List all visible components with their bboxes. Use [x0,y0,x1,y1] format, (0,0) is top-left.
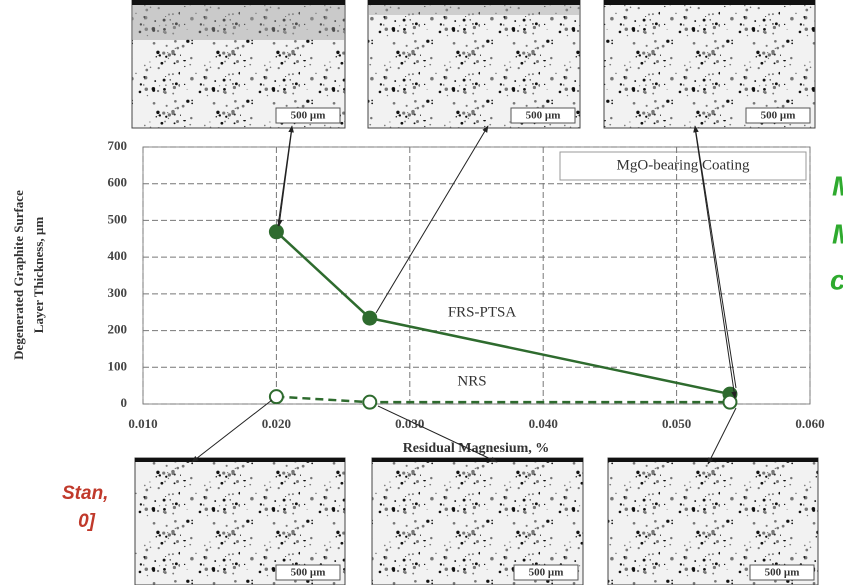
micrograph [131,0,346,129]
scale-label: 500 µm [765,567,800,579]
micrograph-edge [604,0,815,5]
slide-text: Stan, 0] M M c [62,170,843,532]
x-tick-label: 0.050 [662,416,691,431]
x-tick-label: 0.040 [529,416,558,431]
citation: 0] [78,511,96,532]
arrow [375,125,489,314]
y-tick-label: 600 [108,175,128,190]
arrow [694,127,737,399]
y-tick-label: 0 [121,395,128,410]
x-tick-label: 0.030 [395,416,424,431]
data-point [268,389,284,405]
x-tick-label: 0.060 [795,416,824,431]
micrograph [603,0,816,129]
scale-bars: 500 µm 500 µm 500 µm 500 µm 500 µm 500 µ… [275,107,815,581]
arrow [707,407,737,465]
scale-label: 500 µm [291,110,326,122]
y-tick-label: 200 [108,322,128,337]
arrow [693,125,737,389]
plot-area [142,146,811,405]
x-tick-label: 0.010 [128,416,157,431]
y-axis-label: Layer Thickness, µm [31,217,46,334]
scale-box [749,564,815,581]
arrow [191,399,273,463]
scale-label: 500 µm [526,110,561,122]
y-tick-label: 300 [108,285,128,300]
y-tick-label: 400 [108,248,128,263]
micrograph-edge [135,458,345,462]
micrograph-layer [132,0,345,40]
micrograph [607,457,819,585]
annotation: MgO-bearing Coating [617,157,750,173]
y-tick-label: 500 [108,211,128,226]
micrograph-edge [608,458,818,462]
data-point [362,310,378,326]
data-point [268,224,284,240]
micrographs: 500 µm 500 µm 500 µm 500 µm 500 µm 500 µ… [131,0,819,585]
annotation-box [559,151,807,181]
series-label: FRS-PTSA [448,304,517,320]
side-text: M [832,218,843,249]
citation: Stan, [62,483,108,504]
series-label: NRS [457,373,486,389]
side-text: c [830,264,843,295]
arrow [377,405,498,463]
scale-box [745,107,811,124]
scale-label: 500 µm [291,567,326,579]
side-text: M [832,170,843,201]
x-tick-label: 0.020 [262,416,291,431]
micrograph [367,0,581,129]
x-axis-label: Residual Magnesium, % [403,441,550,456]
micrograph-edge [132,0,345,5]
scale-box [275,107,341,124]
scale-box [275,564,341,581]
chart: MgO-bearing Coating Residual Magnesium, … [11,138,825,456]
data-point [362,394,378,410]
micrograph [134,457,346,585]
data-point [722,394,738,410]
arrows [191,125,737,465]
micrograph-edge [372,458,583,462]
scale-box [510,107,576,124]
arrow [277,127,293,227]
y-tick-label: 100 [108,358,128,373]
scale-label: 500 µm [761,110,796,122]
y-tick-label: 700 [108,138,128,153]
micrograph-edge [368,0,580,5]
scale-box [513,564,579,581]
scale-label: 500 µm [529,567,564,579]
y-axis-label: Degenerated Graphite Surface [11,190,26,360]
